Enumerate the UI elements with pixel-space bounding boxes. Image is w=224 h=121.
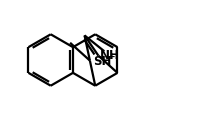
Text: +: +: [108, 52, 115, 61]
Text: NH: NH: [100, 49, 120, 62]
Text: SH: SH: [93, 55, 111, 68]
